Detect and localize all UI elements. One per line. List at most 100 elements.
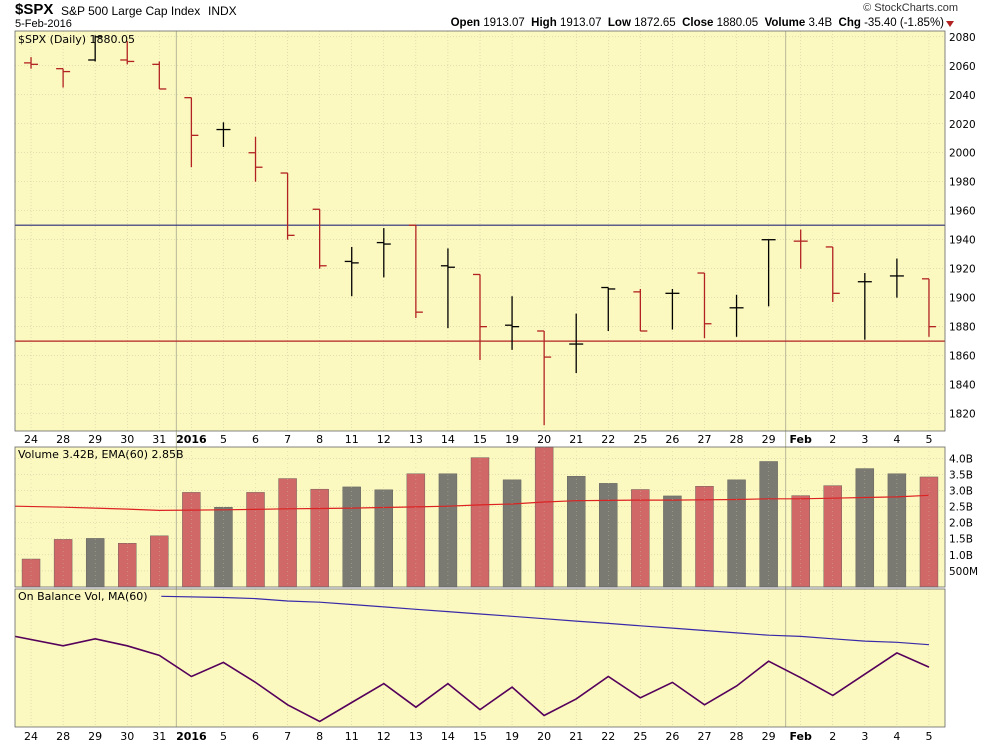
x-tick-label-bottom: 21	[569, 730, 583, 743]
high-label: High	[531, 17, 557, 29]
open-value: 1913.07	[483, 17, 525, 29]
x-tick-label: 31	[152, 433, 166, 446]
ohlc-bar	[633, 288, 648, 332]
x-tick-label: 12	[377, 433, 391, 446]
x-tick-label: 19	[505, 433, 519, 446]
chg-label: Chg	[838, 17, 861, 29]
volume-tick-label: 2.0B	[949, 518, 973, 530]
low-label: Low	[607, 17, 631, 29]
x-tick-label: 8	[316, 433, 323, 446]
volume-tick-label: 4.0B	[949, 453, 973, 465]
x-tick-label-bottom: 3	[861, 730, 868, 743]
x-tick-label-bottom: 15	[473, 730, 487, 743]
volume-bar	[406, 473, 426, 588]
ohlc-bar	[120, 41, 135, 65]
x-tick-label: 21	[569, 433, 583, 446]
x-axis-band-top	[15, 431, 945, 447]
price-tick-label: 1960	[949, 206, 976, 218]
volume-bar	[438, 473, 458, 588]
ohlc-bar	[729, 294, 744, 337]
price-tick-label: 2080	[949, 32, 976, 44]
price-tick-label: 2000	[949, 148, 976, 160]
price-tick-label: 1920	[949, 264, 976, 276]
x-tick-label: 7	[284, 433, 291, 446]
x-tick-label-bottom: 19	[505, 730, 519, 743]
ohlc-bar	[921, 278, 936, 337]
volume-legend: Volume 3.42B, EMA(60) 2.85B	[18, 448, 184, 461]
x-tick-label-bottom: 8	[316, 730, 323, 743]
x-tick-label-bottom: 29	[88, 730, 102, 743]
ohlc-bar	[697, 272, 712, 339]
price-tick-label: 1880	[949, 322, 976, 334]
x-tick-label-bottom: 7	[284, 730, 291, 743]
panel-border	[14, 446, 946, 588]
x-tick-label: 29	[762, 433, 776, 446]
volume-bar	[374, 489, 393, 588]
index-name: S&P 500 Large Cap Index	[61, 4, 201, 18]
obv-line	[14, 635, 930, 723]
ohlc-bar	[473, 273, 487, 360]
ohlc-bar	[376, 228, 391, 278]
volume-label: Volume	[764, 17, 806, 29]
x-tick-label-bottom: 14	[441, 730, 455, 743]
ohlc-bar	[24, 57, 39, 69]
x-tick-label-bottom: 13	[409, 730, 423, 743]
x-tick-label: 5	[220, 433, 227, 446]
x-tick-label: 24	[24, 433, 38, 446]
x-tick-label-bottom: 30	[120, 730, 134, 743]
ohlc-bar	[665, 288, 680, 330]
ohlc-bar	[88, 35, 103, 62]
ohlc-bar	[440, 248, 455, 329]
x-tick-label: 5	[925, 433, 932, 446]
price-legend: $SPX (Daily) 1880.05	[18, 33, 135, 46]
volume-value: 3.4B	[808, 17, 833, 29]
close-label: Close	[682, 17, 714, 29]
x-tick-label-bottom: 24	[24, 730, 38, 743]
x-tick-label-bottom: 25	[633, 730, 647, 743]
volume-bar	[118, 543, 137, 588]
price-tick-label: 1860	[949, 351, 976, 363]
x-tick-label: 20	[537, 433, 551, 446]
ohlc-bar	[216, 122, 231, 147]
x-tick-label: 25	[633, 433, 647, 446]
quote-line: Open 1913.07 High 1913.07 Low 1872.65 Cl…	[451, 17, 944, 29]
x-tick-label: 2016	[176, 433, 207, 446]
price-tick-label: 1840	[949, 380, 976, 392]
x-tick-label-bottom: 26	[665, 730, 679, 743]
chg-value: -35.40 (-1.85%)	[864, 17, 944, 29]
ohlc-bar	[505, 296, 520, 350]
price-tick-label: 2040	[949, 90, 976, 102]
volume-tick-label: 3.0B	[949, 485, 973, 497]
low-value: 1872.65	[634, 17, 676, 29]
x-tick-label: 27	[697, 433, 711, 446]
x-tick-label: 29	[88, 433, 102, 446]
volume-tick-label: 3.5B	[949, 469, 973, 481]
x-tick-label-bottom: 2	[829, 730, 836, 743]
x-tick-label: 14	[441, 433, 455, 446]
price-tick-label: 1900	[949, 293, 976, 305]
ohlc-bar	[825, 246, 840, 303]
symbol: $SPX	[15, 1, 54, 18]
ohlc-bar	[857, 273, 872, 340]
ohlc-bar	[280, 172, 295, 240]
x-tick-label: 2	[829, 433, 836, 446]
x-tick-label: 3	[861, 433, 868, 446]
down-arrow-icon	[946, 21, 954, 27]
high-value: 1913.07	[559, 17, 602, 29]
x-tick-label-bottom: 20	[537, 730, 551, 743]
obv-legend: On Balance Vol, MA(60)	[18, 590, 148, 603]
exchange: INDX	[208, 4, 237, 18]
x-tick-label: 26	[665, 433, 679, 446]
ohlc-bar	[184, 97, 199, 168]
x-tick-label-bottom: 4	[893, 730, 900, 743]
x-tick-label-bottom: 28	[730, 730, 744, 743]
x-tick-label-bottom: 22	[601, 730, 615, 743]
x-tick-label: 15	[473, 433, 487, 446]
chart-date: 5-Feb-2016	[15, 18, 72, 30]
price-tick-label: 1980	[949, 177, 976, 189]
price-tick-label: 2020	[949, 119, 976, 131]
x-tick-label: 30	[120, 433, 134, 446]
open-label: Open	[450, 17, 480, 29]
volume-tick-label: 500M	[949, 566, 978, 578]
